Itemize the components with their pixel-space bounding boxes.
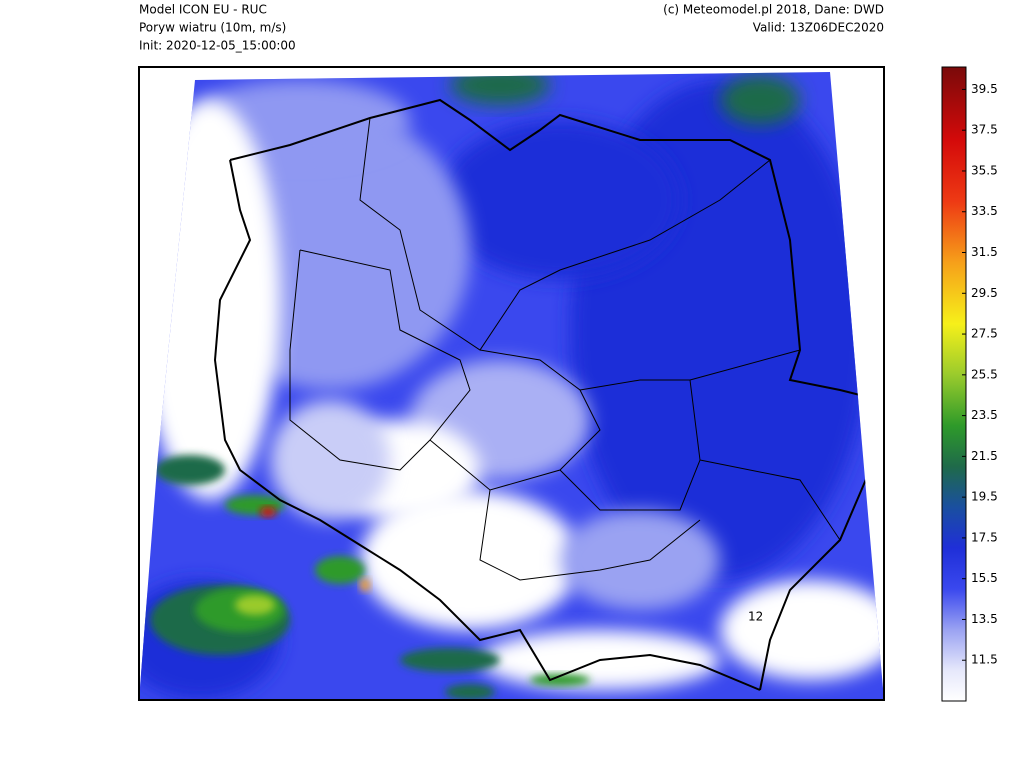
header-init: Init: 2020-12-05_15:00:00: [139, 39, 296, 53]
border-line: [689, 349, 841, 541]
gust-patch: [260, 507, 276, 517]
colorbar-tick-label: 17.5: [971, 530, 998, 544]
colorbar-tick-label: 13.5: [971, 612, 998, 626]
header-parameter: Poryw wiatru (10m, m/s): [139, 21, 286, 35]
gust-patch: [315, 556, 365, 584]
colorbar-tick-label: 39.5: [971, 82, 998, 96]
colorbar-tick-label: 19.5: [971, 490, 998, 504]
map-borders: [213, 98, 881, 691]
map-frame: [138, 66, 885, 701]
colorbar-tick-label: 11.5: [971, 653, 998, 667]
colorbar-tick-label: 27.5: [971, 327, 998, 341]
header-model: Model ICON EU - RUC: [139, 3, 267, 17]
colorbar-tick-label: 31.5: [971, 245, 998, 259]
border-line: [479, 489, 701, 581]
gust-patch: [445, 684, 495, 700]
border-line: [359, 117, 771, 351]
border-line: [229, 98, 881, 401]
header-valid: Valid: 13Z06DEC2020: [753, 21, 884, 35]
gust-patch: [155, 455, 225, 485]
colorbar-tick-label: 23.5: [971, 408, 998, 422]
field-patch: [450, 72, 550, 105]
field-patch: [720, 580, 884, 680]
field-patch: [560, 510, 720, 610]
field-patch: [270, 400, 390, 520]
contour-label: 12: [748, 610, 763, 624]
field-patch: [360, 490, 580, 630]
header-copyright: (c) Meteomodel.pl 2018, Dane: DWD: [663, 3, 884, 17]
colorbar-tick-label: 35.5: [971, 163, 998, 177]
field-patch: [440, 120, 680, 280]
colorbar-tick-label: 15.5: [971, 571, 998, 585]
colorbar-tick-label: 37.5: [971, 123, 998, 137]
border-line: [213, 159, 871, 691]
colorbar-tick-label: 29.5: [971, 286, 998, 300]
gust-patch: [235, 595, 275, 615]
map-field: [139, 72, 884, 700]
colorbar-tick-label: 21.5: [971, 449, 998, 463]
colorbar-tick-label: 25.5: [971, 367, 998, 381]
colorbar: [941, 66, 967, 702]
colorbar-ticks: 11.5 13.5 15.5 17.5 19.5 21.5 23.5 25.5 27.5 29.5…: [962, 82, 998, 667]
field-patch: [140, 100, 280, 500]
gust-patch: [400, 648, 500, 672]
colorbar-tick-label: 33.5: [971, 204, 998, 218]
field-patch: [720, 75, 800, 125]
gust-patch: [530, 674, 590, 686]
gust-patch: [360, 579, 370, 591]
